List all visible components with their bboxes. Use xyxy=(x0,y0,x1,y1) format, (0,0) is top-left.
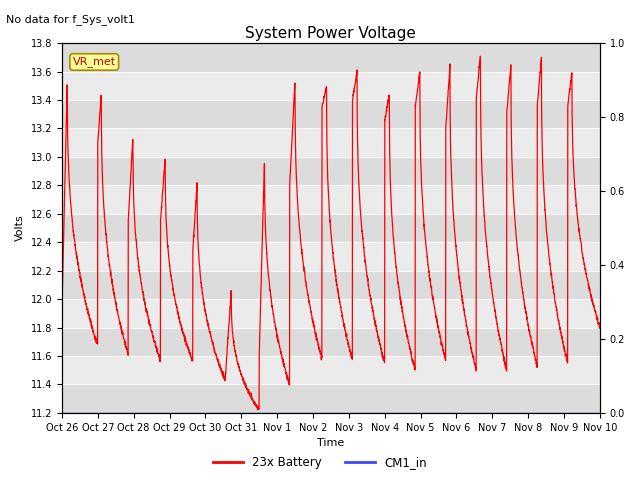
Legend: 23x Battery, CM1_in: 23x Battery, CM1_in xyxy=(209,452,431,474)
Bar xyxy=(62,185,600,214)
Bar xyxy=(62,72,600,100)
Bar xyxy=(62,384,600,413)
Text: VR_met: VR_met xyxy=(73,57,116,67)
X-axis label: Time: Time xyxy=(317,438,344,448)
Bar xyxy=(62,299,600,327)
Text: No data for f_Sys_volt1: No data for f_Sys_volt1 xyxy=(6,14,135,25)
Bar xyxy=(62,100,600,129)
Y-axis label: Volts: Volts xyxy=(15,215,25,241)
Bar xyxy=(62,271,600,299)
Bar xyxy=(62,129,600,157)
Bar xyxy=(62,157,600,185)
Bar xyxy=(62,43,600,72)
Bar xyxy=(62,242,600,271)
Bar xyxy=(62,356,600,384)
Bar xyxy=(62,214,600,242)
Bar xyxy=(62,327,600,356)
Title: System Power Voltage: System Power Voltage xyxy=(246,25,417,41)
